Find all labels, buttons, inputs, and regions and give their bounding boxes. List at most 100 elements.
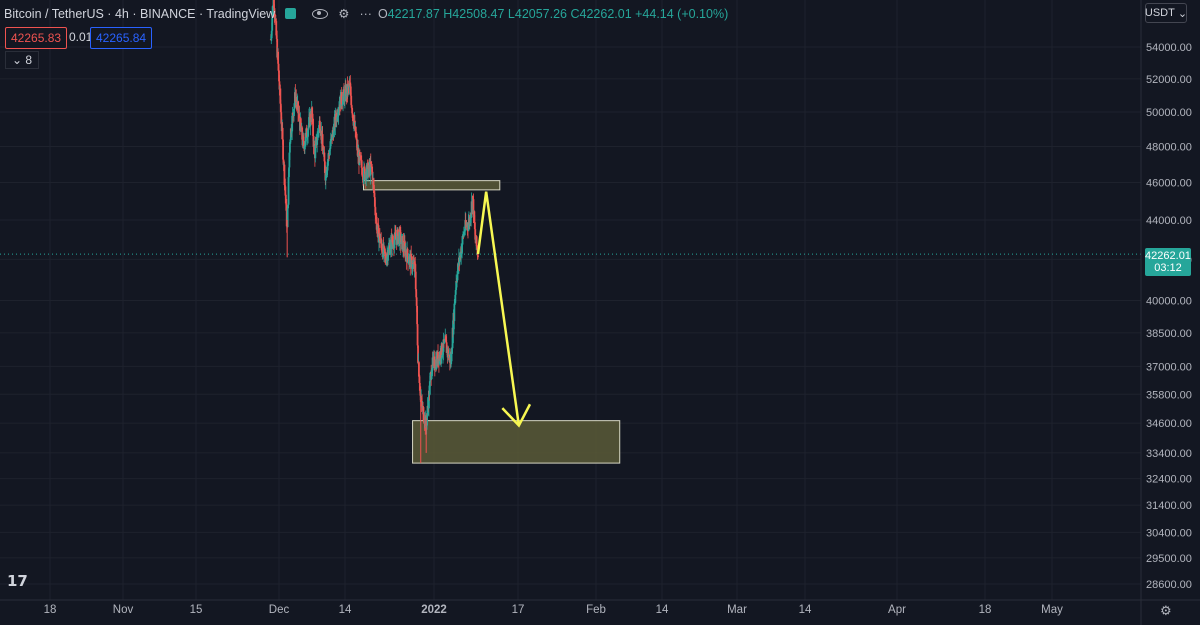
candle-body — [311, 117, 314, 119]
candle-body — [419, 393, 422, 400]
candle-body — [463, 230, 466, 232]
candle-body — [314, 140, 317, 146]
candle-body — [403, 241, 406, 246]
candle-body — [338, 107, 340, 110]
candle-body — [444, 336, 447, 340]
resistance-zone[interactable] — [363, 180, 501, 191]
candle-body — [361, 175, 364, 177]
candle-body — [463, 232, 465, 237]
candle-body — [369, 161, 372, 176]
candle-body — [274, 13, 276, 20]
price-tick-label: 54000.00 — [1146, 42, 1192, 54]
candle-body — [420, 398, 423, 403]
candle-body — [269, 39, 272, 41]
candle-body — [477, 255, 479, 258]
support-zone[interactable] — [412, 420, 621, 464]
candle-body — [447, 349, 450, 358]
gear-icon[interactable]: ⚙ — [1160, 603, 1172, 618]
candle-body — [389, 248, 392, 254]
candle-body — [379, 241, 382, 243]
candle-body — [365, 173, 368, 180]
tradingview-logo-icon[interactable]: 17 — [7, 572, 28, 590]
buy-price-button[interactable]: 42265.84 — [90, 27, 153, 49]
currency-dropdown[interactable]: USDT ⌄ — [1145, 3, 1187, 23]
candle-body — [343, 89, 345, 94]
candle-body — [469, 217, 472, 223]
candle-body — [407, 256, 409, 264]
candle-body — [378, 236, 380, 243]
candle-body — [431, 357, 434, 371]
candle-body — [414, 271, 417, 290]
candle-body — [399, 229, 402, 233]
candle-body — [336, 112, 339, 119]
candle-body — [437, 352, 439, 364]
candle-body — [392, 242, 395, 247]
time-tick-label: 17 — [512, 604, 525, 616]
candle-body — [275, 21, 278, 36]
candle-body — [448, 356, 450, 358]
sell-price-button[interactable]: 42265.83 — [5, 27, 68, 49]
candle-body — [389, 239, 392, 249]
candle-body — [429, 375, 432, 382]
symbol-title[interactable]: Bitcoin / TetherUS · 4h · BINANCE · Trad… — [4, 6, 276, 21]
candle-body — [278, 70, 280, 82]
candle-body — [305, 128, 308, 138]
candle-body — [327, 158, 329, 163]
candle-body — [362, 179, 365, 181]
candle-body — [270, 30, 273, 36]
time-tick-label: Mar — [727, 604, 747, 616]
candle-body — [463, 231, 466, 233]
candle-body — [277, 51, 279, 64]
indicators-toggle[interactable]: ⌄ 8 — [5, 51, 40, 69]
candle-body — [271, 17, 274, 31]
chevron-down-icon: ⌄ — [1177, 7, 1188, 20]
candle-body — [322, 153, 325, 155]
candle-body — [415, 289, 418, 298]
projection-line[interactable] — [476, 191, 521, 426]
candle-body — [286, 208, 289, 228]
candle-body — [342, 96, 344, 105]
time-tick-label: May — [1041, 604, 1063, 616]
candle-body — [293, 108, 295, 117]
candle-body — [299, 118, 302, 127]
candle-body — [347, 85, 349, 94]
candle-body — [307, 125, 310, 130]
candle-body — [377, 224, 379, 226]
time-tick-label: 14 — [339, 604, 352, 616]
time-axis-labels: 18 Nov 15 Dec 14 2022 17 Feb 14 Mar 14 Apr 18 May — [44, 604, 1064, 616]
candle-body — [358, 152, 361, 157]
candle-body — [454, 289, 457, 295]
candle-body — [377, 225, 380, 243]
price-tick-label: 46000.00 — [1146, 177, 1192, 189]
current-price-label: 42262.01 03:12 — [1145, 248, 1191, 276]
candle-body — [303, 144, 306, 150]
candle-body — [422, 406, 424, 408]
time-tick-label: 14 — [656, 604, 669, 616]
candle-body — [430, 373, 433, 380]
candle-body — [297, 112, 300, 114]
candle-body — [292, 112, 294, 116]
more-icon[interactable]: ··· — [359, 6, 372, 21]
candle-body — [460, 248, 463, 258]
price-tick-label: 38500.00 — [1146, 328, 1192, 340]
candle-body — [358, 152, 361, 165]
candle-body — [411, 267, 414, 269]
gear-icon[interactable]: ⚙ — [338, 7, 350, 21]
candle-body — [471, 195, 474, 209]
eye-icon[interactable] — [312, 8, 329, 19]
candle-body — [290, 128, 293, 134]
candle-body — [276, 38, 279, 58]
price-axis[interactable] — [1141, 0, 1200, 600]
price-tick-label: 32400.00 — [1146, 474, 1192, 486]
candle-body — [441, 354, 444, 356]
candle-body — [456, 280, 458, 282]
candle-body — [283, 164, 286, 186]
time-axis[interactable] — [0, 600, 1200, 625]
candle-body — [450, 351, 453, 365]
candle-body — [423, 420, 425, 423]
candle-body — [329, 146, 332, 150]
candle-body — [398, 229, 401, 244]
candle-body — [397, 235, 400, 244]
